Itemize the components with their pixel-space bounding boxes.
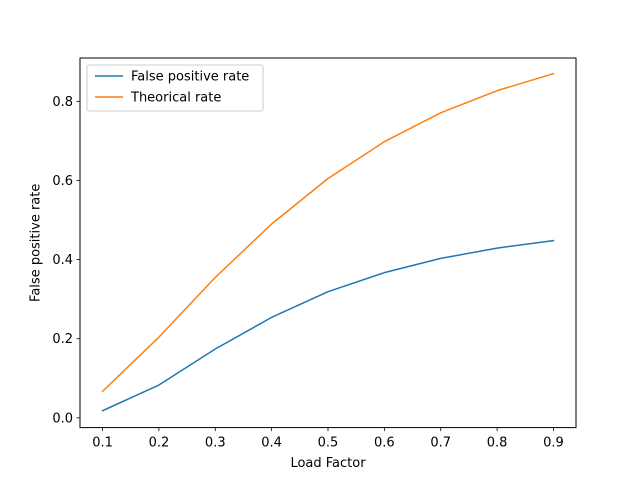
y-tick-label-2: 0.4 — [52, 253, 73, 268]
x-tick-label-6: 0.7 — [430, 436, 451, 451]
legend-label-0: False positive rate — [131, 70, 249, 85]
legend: False positive rate Theorical rate — [86, 64, 264, 112]
series-layer — [101, 72, 555, 412]
axes-frame — [79, 57, 577, 429]
legend-box — [86, 64, 264, 112]
x-tick-label-7: 0.8 — [487, 436, 508, 451]
y-tick-label-3: 0.6 — [52, 174, 73, 189]
legend-label-1: Theorical rate — [130, 91, 221, 106]
series-line-0 — [101, 239, 555, 412]
x-tick-label-8: 0.9 — [543, 436, 564, 451]
x-tick-label-3: 0.4 — [261, 436, 282, 451]
y-tick-label-1: 0.2 — [52, 332, 73, 347]
x-tick-label-0: 0.1 — [92, 436, 113, 451]
y-axis-ticks: 0.0 0.2 0.4 0.6 0.8 — [52, 95, 80, 426]
x-tick-label-1: 0.2 — [149, 436, 170, 451]
y-axis-label: False positive rate — [29, 184, 44, 302]
legend-items: False positive rate Theorical rate — [95, 70, 249, 106]
x-tick-label-4: 0.5 — [318, 436, 339, 451]
y-tick-label-4: 0.8 — [52, 95, 73, 110]
x-tick-label-2: 0.3 — [205, 436, 226, 451]
x-tick-label-5: 0.6 — [374, 436, 395, 451]
series-line-1 — [101, 72, 555, 393]
x-axis-label: Load Factor — [290, 456, 366, 471]
y-tick-label-0: 0.0 — [52, 411, 73, 426]
x-axis-ticks: 0.1 0.2 0.3 0.4 0.5 0.6 0.7 0.8 0.9 — [92, 427, 564, 451]
